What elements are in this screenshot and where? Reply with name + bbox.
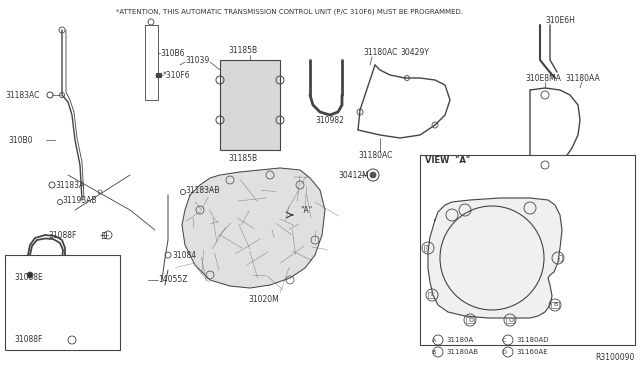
Bar (102, 232, 106, 238)
Text: 31180AA: 31180AA (565, 74, 600, 83)
Text: 31088F: 31088F (48, 231, 76, 240)
Text: A: A (528, 205, 532, 211)
Text: 31180AC: 31180AC (363, 48, 397, 57)
Text: 31183AB: 31183AB (185, 186, 220, 195)
Bar (5, 255, 120, 350)
Text: 31183AC: 31183AC (5, 90, 40, 99)
Circle shape (27, 272, 33, 278)
Text: 31185B: 31185B (228, 154, 257, 163)
Text: 30429Y: 30429Y (400, 48, 429, 57)
Text: 31180AD: 31180AD (516, 337, 548, 343)
Text: 31088F: 31088F (14, 336, 42, 344)
Text: 310E6H: 310E6H (545, 16, 575, 25)
Bar (526, 205, 534, 211)
Text: 31088E: 31088E (14, 273, 43, 282)
Bar (420, 155, 635, 345)
Text: *310F6: *310F6 (163, 71, 191, 80)
Text: 31039: 31039 (185, 55, 209, 64)
Text: B: B (450, 212, 454, 218)
Text: 14055Z: 14055Z (158, 276, 188, 285)
Text: B: B (553, 302, 557, 308)
Text: 31180A: 31180A (446, 337, 473, 343)
Text: B: B (432, 350, 436, 355)
Bar (448, 212, 456, 218)
Bar (428, 292, 436, 298)
Text: B: B (430, 292, 435, 298)
Text: 310B0: 310B0 (8, 135, 33, 144)
Bar (554, 255, 562, 261)
Text: 31160AE: 31160AE (516, 349, 548, 355)
Polygon shape (182, 168, 325, 288)
Text: *ATTENTION, THIS AUTOMATIC TRANSMISSION CONTROL UNIT (P/C 310F6) MUST BE PROGRAM: *ATTENTION, THIS AUTOMATIC TRANSMISSION … (116, 8, 463, 15)
Text: C: C (502, 337, 506, 343)
Bar (506, 317, 514, 323)
Bar (156, 73, 161, 77)
Bar (424, 245, 432, 251)
Text: 30412M: 30412M (338, 170, 369, 180)
Text: D: D (502, 350, 506, 355)
Text: 31180AC: 31180AC (358, 151, 392, 160)
Text: A: A (556, 256, 560, 260)
Circle shape (370, 172, 376, 178)
Bar (461, 207, 469, 213)
Text: 31180AB: 31180AB (446, 349, 478, 355)
Text: 31193AB: 31193AB (62, 196, 97, 205)
Text: 31020M: 31020M (248, 295, 279, 305)
Text: 31084: 31084 (172, 250, 196, 260)
Text: 31183A: 31183A (55, 180, 84, 189)
Bar (466, 317, 474, 323)
Text: C: C (426, 246, 430, 250)
Text: A: A (463, 208, 467, 212)
Text: 310982: 310982 (315, 115, 344, 125)
Text: 310E8MA: 310E8MA (525, 74, 561, 83)
Text: A: A (432, 337, 436, 343)
Text: "A": "A" (300, 205, 312, 215)
Text: 310B6: 310B6 (160, 48, 184, 58)
Text: D: D (508, 317, 513, 323)
Bar (551, 302, 559, 308)
Text: VIEW  "A": VIEW "A" (425, 155, 470, 164)
Text: 31185B: 31185B (228, 45, 257, 55)
Text: D: D (468, 317, 473, 323)
Polygon shape (428, 198, 562, 318)
Bar (220, 60, 280, 150)
Text: R3100090: R3100090 (596, 353, 635, 362)
